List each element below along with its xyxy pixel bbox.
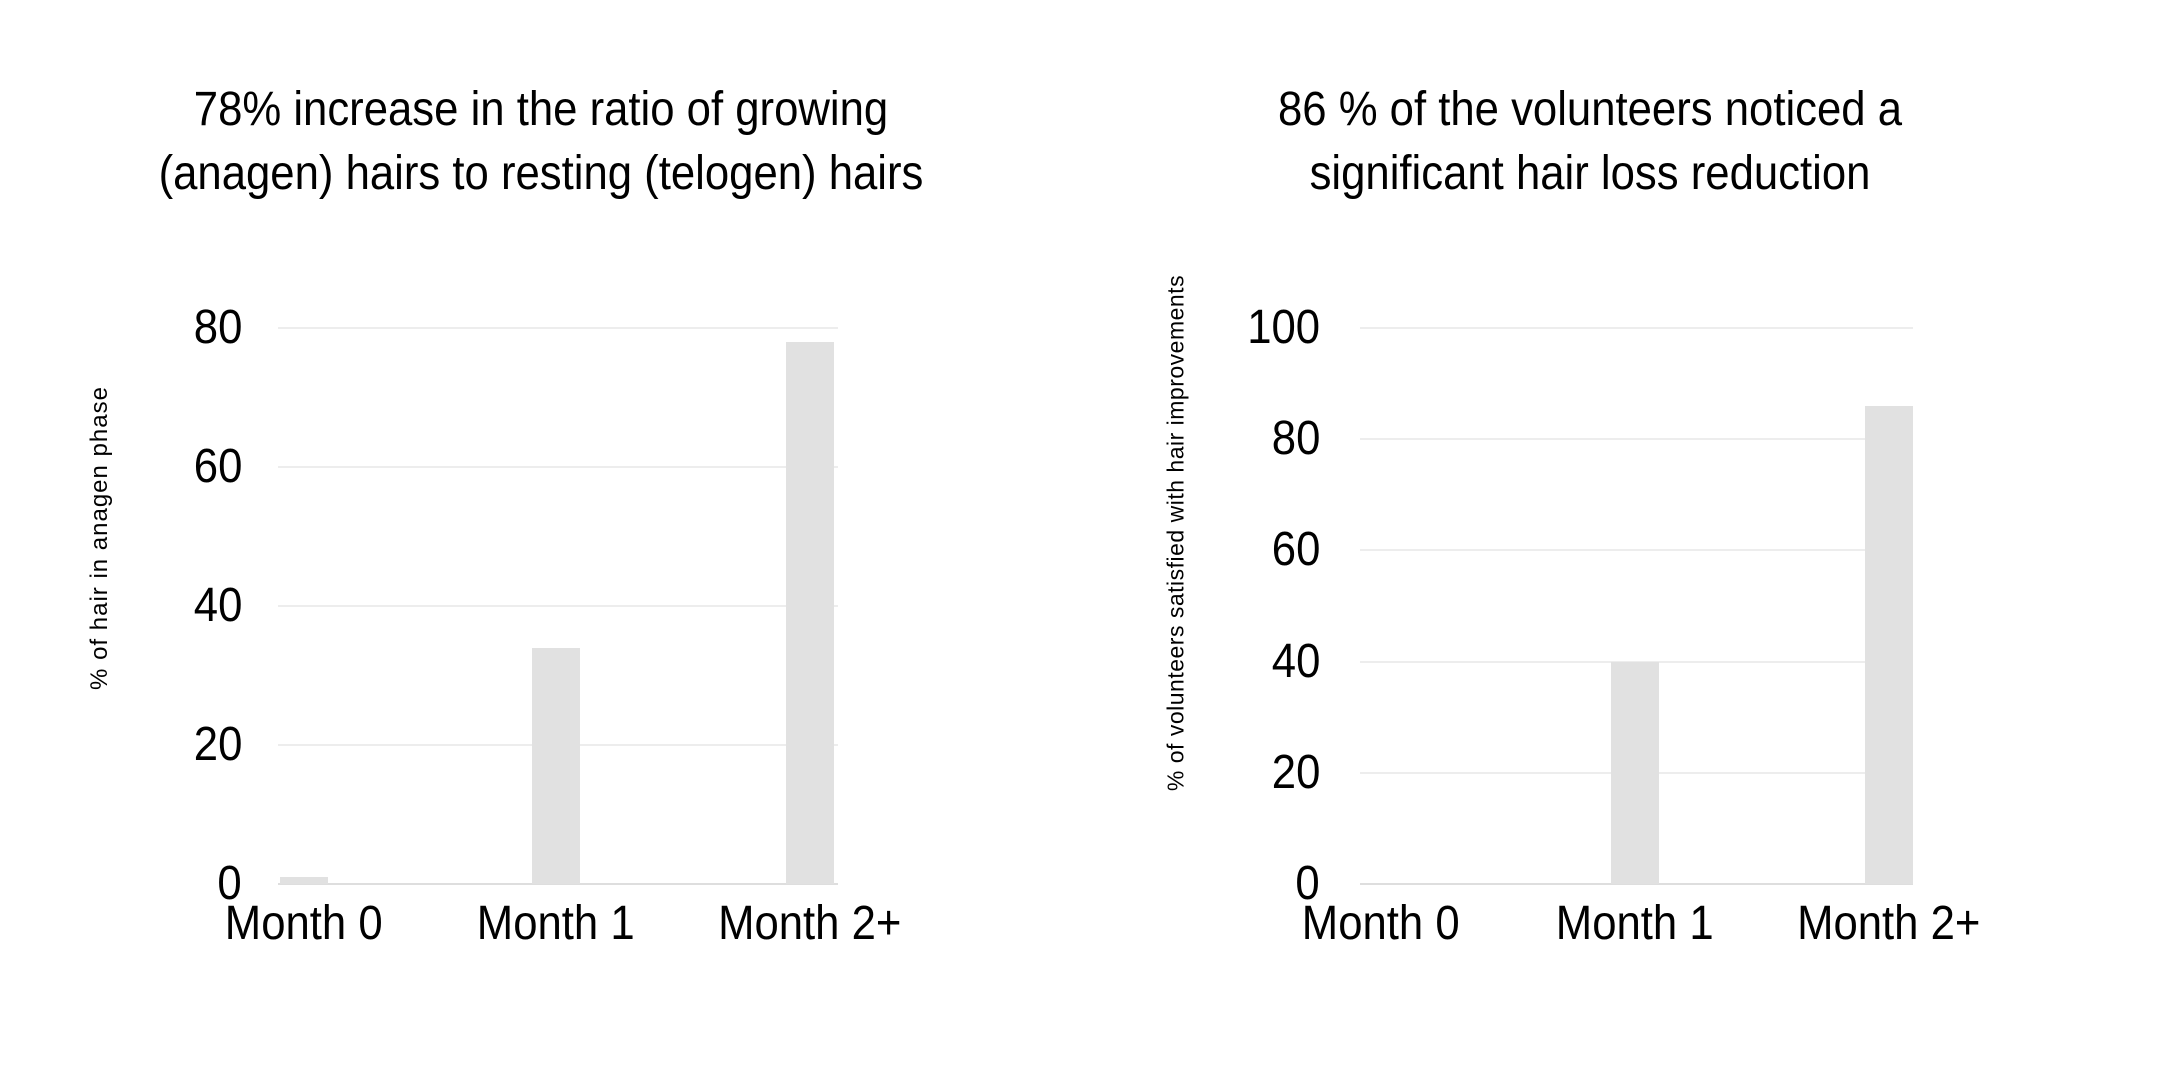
gridline-right-80 (1360, 438, 1913, 440)
y-tick-value: 80 (1271, 412, 1320, 466)
y-tick-left-80: 80 (42, 296, 242, 360)
x-label-text: Month 2+ (718, 897, 902, 950)
y-tick-right-40: 40 (1120, 630, 1320, 694)
y-tick-value: 40 (1271, 634, 1320, 688)
y-tick-value: 20 (1271, 745, 1320, 799)
y-tick-left-0: 0 (42, 852, 242, 916)
bar-left-month-0 (280, 877, 328, 884)
plot-area-left (278, 327, 838, 885)
x-label-text: Month 2+ (1797, 897, 1981, 950)
y-tick-right-80: 80 (1120, 407, 1320, 471)
y-axis-label-left: % of hair in anagen phase (86, 386, 113, 690)
x-label-text: Month 0 (225, 897, 383, 950)
y-tick-value: 100 (1247, 301, 1320, 354)
x-label-right-month-2-: Month 2+ (1739, 898, 2039, 950)
bar-left-month-2- (786, 342, 834, 884)
y-tick-value: 40 (193, 579, 242, 632)
y-tick-right-0: 0 (1120, 852, 1320, 916)
y-tick-value: 0 (217, 857, 242, 910)
bar-right-month-2- (1865, 406, 1913, 884)
gridline-left-80 (278, 327, 838, 329)
y-tick-left-20: 20 (42, 713, 242, 777)
y-tick-right-20: 20 (1120, 741, 1320, 805)
y-tick-value: 60 (1271, 523, 1320, 577)
x-axis-baseline-right (1360, 883, 1913, 885)
chart-title-left-line1: 78% increase in the ratio of growing (193, 83, 889, 136)
x-label-text: Month 1 (1556, 897, 1714, 950)
x-axis-baseline-left (278, 883, 838, 885)
chart-title-right-line1: 86 % of the volunteers noticed a (1277, 83, 1903, 136)
chart-title-right-line2: significant hair loss reduction (1309, 147, 1871, 200)
y-tick-value: 60 (193, 440, 242, 493)
x-label-left-month-1: Month 1 (406, 898, 706, 950)
plot-area-right (1360, 327, 1913, 885)
x-label-left-month-2-: Month 2+ (660, 898, 960, 950)
bar-left-month-1 (532, 648, 580, 884)
y-tick-left-60: 60 (42, 435, 242, 499)
gridline-left-40 (278, 605, 838, 607)
x-label-text: Month 0 (1302, 897, 1460, 950)
y-tick-right-100: 100 (1120, 296, 1320, 360)
chart-title-left: 78% increase in the ratio of growing (an… (91, 78, 991, 206)
x-label-left-month-0: Month 0 (154, 898, 454, 950)
chart-title-right: 86 % of the volunteers noticed a signifi… (1140, 78, 2040, 206)
x-label-right-month-1: Month 1 (1485, 898, 1785, 950)
gridline-right-60 (1360, 549, 1913, 551)
bar-right-month-1 (1611, 662, 1659, 884)
x-label-text: Month 1 (477, 897, 635, 950)
y-tick-left-40: 40 (42, 574, 242, 638)
x-label-right-month-0: Month 0 (1231, 898, 1531, 950)
y-tick-value: 0 (1295, 857, 1320, 910)
chart-title-left-line2: (anagen) hairs to resting (telogen) hair… (158, 147, 924, 200)
gridline-left-60 (278, 466, 838, 468)
y-tick-value: 80 (193, 301, 242, 354)
gridline-right-100 (1360, 327, 1913, 329)
y-tick-right-60: 60 (1120, 518, 1320, 582)
y-tick-value: 20 (193, 718, 242, 771)
